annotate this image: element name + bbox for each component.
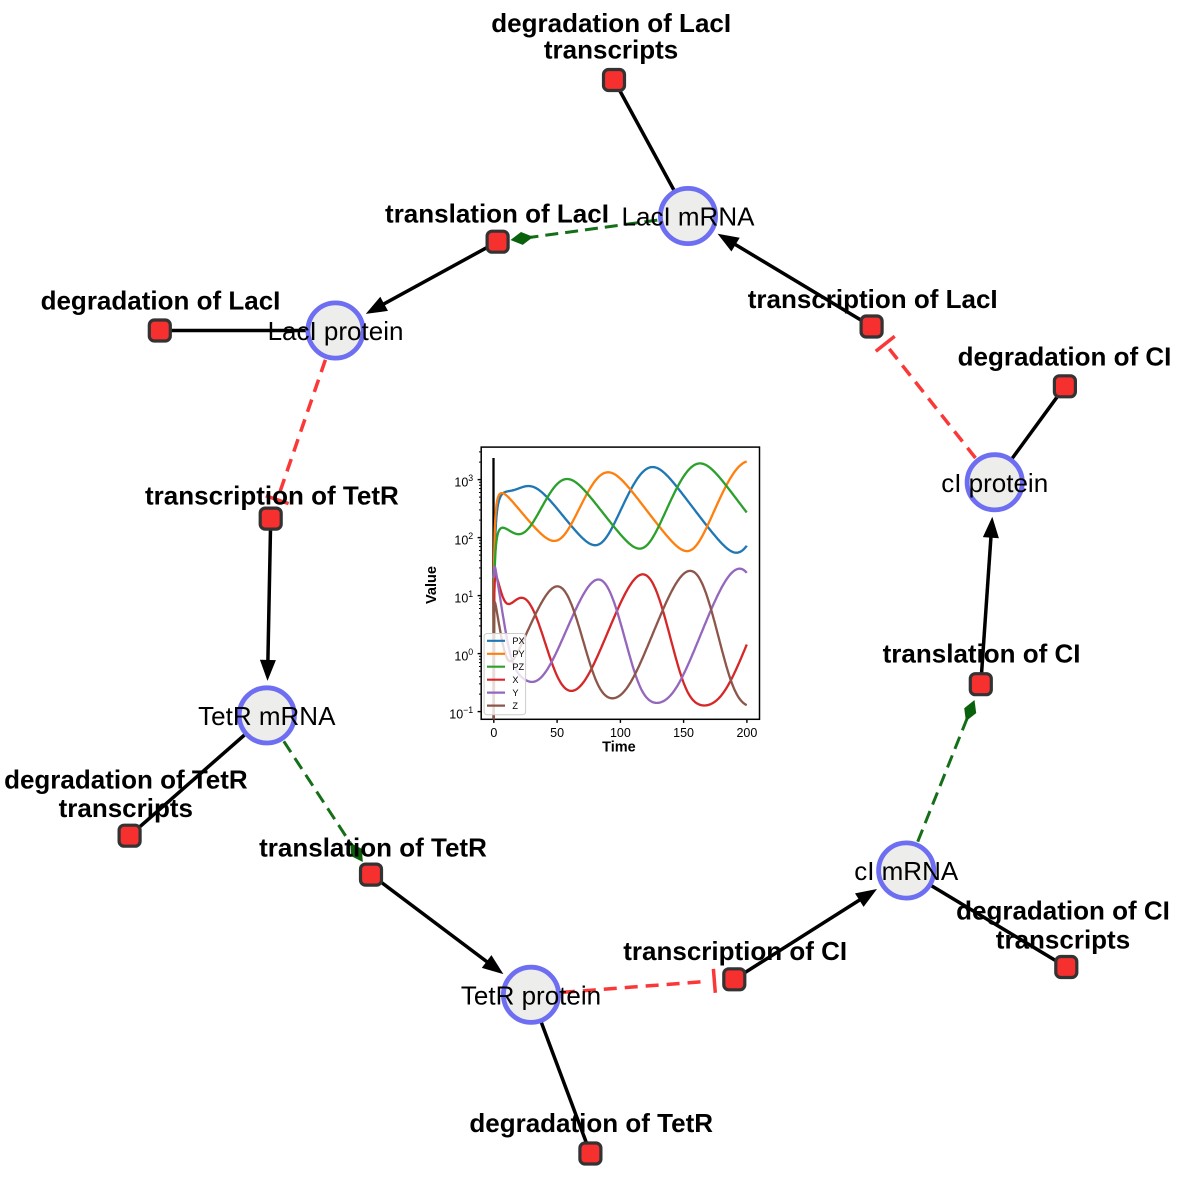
svg-text:translation of LacI: translation of LacI — [385, 198, 609, 228]
svg-text:Value: Value — [424, 566, 440, 604]
svg-text:Y: Y — [512, 688, 518, 698]
svg-text:transcripts: transcripts — [59, 793, 193, 823]
svg-text:PZ: PZ — [512, 662, 524, 672]
svg-text:LacI mRNA: LacI mRNA — [622, 202, 756, 232]
svg-text:X: X — [512, 675, 518, 685]
svg-text:Z: Z — [512, 701, 518, 711]
svg-text:degradation of LacI: degradation of LacI — [491, 8, 731, 38]
svg-text:translation of CI: translation of CI — [883, 639, 1081, 669]
svg-text:degradation of TetR: degradation of TetR — [4, 764, 248, 794]
svg-text:transcripts: transcripts — [996, 925, 1130, 955]
svg-text:100: 100 — [610, 726, 631, 740]
svg-text:cI mRNA: cI mRNA — [854, 856, 959, 886]
svg-text:transcription of CI: transcription of CI — [623, 936, 847, 966]
svg-text:50: 50 — [550, 726, 564, 740]
svg-text:101: 101 — [454, 589, 473, 606]
svg-text:degradation of CI: degradation of CI — [956, 895, 1170, 925]
svg-text:transcripts: transcripts — [544, 34, 678, 64]
svg-text:transcription of TetR: transcription of TetR — [145, 480, 399, 510]
svg-text:degradation of LacI: degradation of LacI — [41, 285, 281, 315]
svg-text:degradation of TetR: degradation of TetR — [469, 1108, 713, 1138]
svg-text:103: 103 — [454, 473, 473, 490]
svg-text:LacI protein: LacI protein — [268, 316, 404, 346]
svg-text:200: 200 — [736, 726, 757, 740]
svg-text:0: 0 — [490, 726, 497, 740]
svg-text:cI protein: cI protein — [941, 468, 1048, 498]
svg-text:PX: PX — [512, 636, 524, 646]
svg-text:transcription of LacI: transcription of LacI — [748, 284, 998, 314]
svg-text:TetR protein: TetR protein — [461, 980, 601, 1010]
svg-text:Time: Time — [602, 740, 636, 756]
svg-text:10−1: 10−1 — [449, 705, 473, 722]
svg-text:PY: PY — [512, 649, 524, 659]
svg-text:150: 150 — [673, 726, 694, 740]
svg-text:TetR mRNA: TetR mRNA — [198, 701, 336, 731]
svg-text:100: 100 — [454, 647, 473, 664]
svg-text:102: 102 — [454, 531, 473, 548]
svg-text:translation of TetR: translation of TetR — [259, 833, 487, 863]
svg-text:degradation of CI: degradation of CI — [958, 342, 1172, 372]
